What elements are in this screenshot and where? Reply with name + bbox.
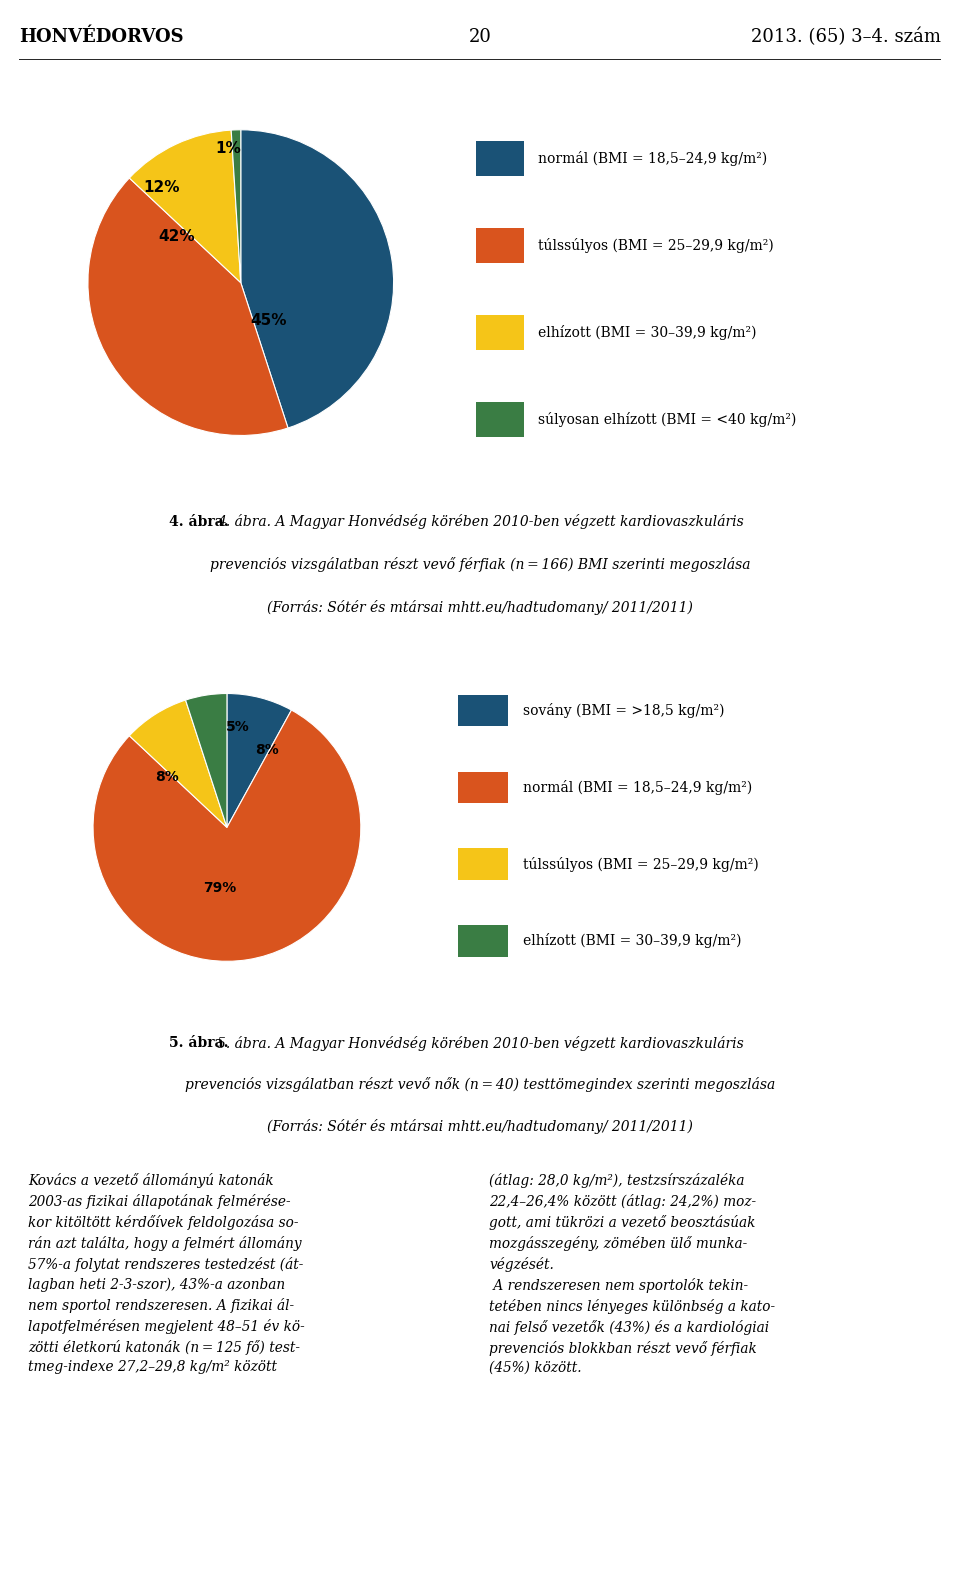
Wedge shape — [130, 129, 241, 283]
FancyBboxPatch shape — [476, 227, 524, 264]
Wedge shape — [88, 178, 288, 436]
Text: (Forrás: Sótér és mtársai mhtt.eu/hadtudomany/ 2011/2011): (Forrás: Sótér és mtársai mhtt.eu/hadtud… — [267, 1118, 693, 1134]
Text: 5. ábra.: 5. ábra. — [169, 1036, 228, 1050]
Text: 5%: 5% — [226, 720, 250, 734]
Text: 8%: 8% — [155, 769, 179, 783]
Text: prevenciós vizsgálatban részt vevő nők (n = 40) testtömegindex szerinti megoszlá: prevenciós vizsgálatban részt vevő nők (… — [185, 1077, 775, 1093]
Text: elhízott (BMI = 30–39,9 kg/m²): elhízott (BMI = 30–39,9 kg/m²) — [523, 933, 741, 949]
Text: 42%: 42% — [158, 229, 195, 245]
FancyBboxPatch shape — [476, 141, 524, 177]
Text: (Forrás: Sótér és mtársai mhtt.eu/hadtudomany/ 2011/2011): (Forrás: Sótér és mtársai mhtt.eu/hadtud… — [267, 600, 693, 614]
Wedge shape — [185, 693, 227, 827]
Text: 4. ábra. A Magyar Honvédség körében 2010-ben végzett kardiovaszkuláris: 4. ábra. A Magyar Honvédség körében 2010… — [217, 515, 743, 529]
Wedge shape — [227, 693, 292, 827]
Text: prevenciós vizsgálatban részt vevő férfiak (n = 166) BMI szerinti megoszlása: prevenciós vizsgálatban részt vevő férfi… — [209, 557, 751, 572]
Text: 12%: 12% — [143, 180, 180, 196]
FancyBboxPatch shape — [476, 314, 524, 351]
Text: súlyosan elhízott (BMI = <40 kg/m²): súlyosan elhízott (BMI = <40 kg/m²) — [539, 412, 797, 426]
Wedge shape — [93, 711, 361, 962]
Text: 1%: 1% — [216, 141, 241, 156]
Text: 5. ábra. A Magyar Honvédség körében 2010-ben végzett kardiovaszkuláris: 5. ábra. A Magyar Honvédség körében 2010… — [217, 1036, 743, 1052]
Text: 8%: 8% — [255, 742, 279, 756]
Text: elhízott (BMI = 30–39,9 kg/m²): elhízott (BMI = 30–39,9 kg/m²) — [539, 325, 756, 339]
Text: 45%: 45% — [250, 313, 286, 328]
Text: normál (BMI = 18,5–24,9 kg/m²): normál (BMI = 18,5–24,9 kg/m²) — [539, 152, 767, 166]
FancyBboxPatch shape — [476, 401, 524, 437]
FancyBboxPatch shape — [458, 695, 508, 726]
Text: HONVÉDORVOS: HONVÉDORVOS — [19, 28, 183, 46]
Text: túlssúlyos (BMI = 25–29,9 kg/m²): túlssúlyos (BMI = 25–29,9 kg/m²) — [539, 238, 774, 253]
Text: Kovács a vezető állományú katonák
2003-as fizikai állapotának felmérése-
kor kit: Kovács a vezető állományú katonák 2003-a… — [29, 1173, 305, 1374]
Text: 2013. (65) 3–4. szám: 2013. (65) 3–4. szám — [751, 28, 941, 46]
Wedge shape — [231, 129, 241, 283]
Text: 20: 20 — [468, 28, 492, 46]
FancyBboxPatch shape — [458, 772, 508, 802]
Text: túlssúlyos (BMI = 25–29,9 kg/m²): túlssúlyos (BMI = 25–29,9 kg/m²) — [523, 856, 758, 872]
Text: 79%: 79% — [204, 881, 237, 895]
Text: sovány (BMI = >18,5 kg/m²): sovány (BMI = >18,5 kg/m²) — [523, 703, 724, 718]
Text: normál (BMI = 18,5–24,9 kg/m²): normál (BMI = 18,5–24,9 kg/m²) — [523, 780, 752, 794]
FancyBboxPatch shape — [458, 925, 508, 957]
Wedge shape — [130, 699, 227, 827]
Text: (átlag: 28,0 kg/m²), testzsírszázaléka
22,4–26,4% között (átlag: 24,2%) moz-
got: (átlag: 28,0 kg/m²), testzsírszázaléka 2… — [490, 1173, 776, 1375]
Text: 4. ábra.: 4. ábra. — [169, 515, 229, 529]
FancyBboxPatch shape — [458, 848, 508, 880]
Wedge shape — [241, 129, 394, 428]
